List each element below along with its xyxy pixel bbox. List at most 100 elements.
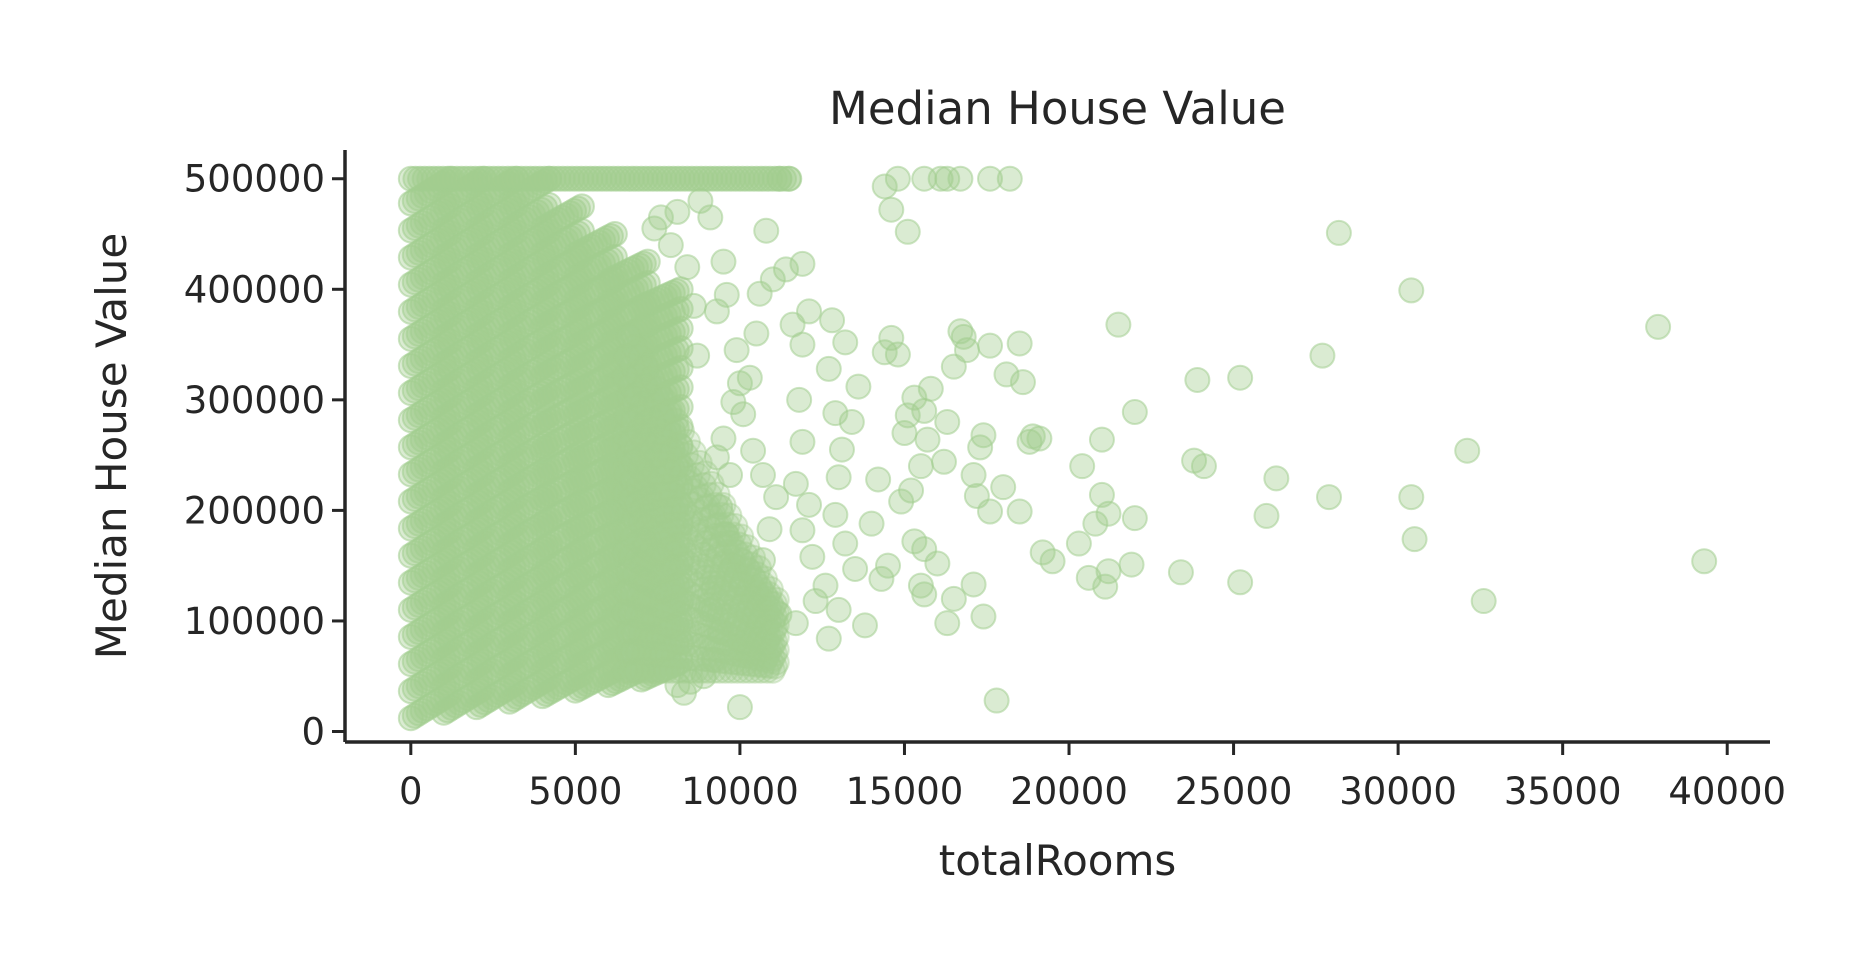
- scatter-point: [703, 444, 730, 471]
- scatter-point: [740, 437, 767, 464]
- scatter-point: [828, 436, 855, 463]
- scatter-point: [710, 248, 737, 275]
- scatter-point: [700, 574, 727, 601]
- scatter-point: [1121, 399, 1148, 426]
- y-tick-label: 400000: [184, 268, 325, 311]
- scatter-point: [838, 408, 865, 435]
- scatter-point: [891, 420, 918, 447]
- scatter-point: [888, 488, 915, 515]
- scatter-point: [996, 165, 1023, 192]
- y-tick-label: 200000: [184, 489, 325, 532]
- scatter-point: [884, 165, 911, 192]
- scatter-point: [1069, 453, 1096, 480]
- scatter-point: [670, 679, 697, 706]
- scatter-point: [782, 470, 809, 497]
- scatter-point: [1039, 548, 1066, 575]
- scatter-point: [911, 581, 938, 608]
- scatter-point: [641, 215, 668, 242]
- scatter-point: [1095, 500, 1122, 527]
- scatter-point: [1092, 573, 1119, 600]
- scatter-point: [786, 386, 813, 413]
- scatter-point: [940, 585, 967, 612]
- scatter-point: [1105, 311, 1132, 338]
- scatter-point: [730, 630, 757, 657]
- scatter-point: [911, 397, 938, 424]
- scatter-point: [766, 601, 793, 628]
- scatter-point: [802, 588, 829, 615]
- scatter-point: [947, 165, 974, 192]
- scatter-points: [397, 165, 1718, 732]
- scatter-point: [815, 355, 842, 382]
- y-tick-label: 500000: [184, 158, 325, 201]
- scatter-point: [858, 510, 885, 537]
- scatter-point: [819, 307, 846, 334]
- scatter-point: [878, 196, 905, 223]
- scatter-point: [1075, 564, 1102, 591]
- scatter-point: [934, 165, 961, 192]
- scatter-point: [1019, 423, 1046, 450]
- scatter-point: [1325, 219, 1352, 246]
- x-tick-label: 25000: [1175, 770, 1293, 813]
- scatter-point: [713, 521, 740, 548]
- scatter-point: [743, 580, 770, 607]
- scatter-point: [1227, 569, 1254, 596]
- y-axis-ticks: 0 100000 200000 300000 400000 500000: [184, 158, 345, 753]
- scatter-point: [993, 361, 1020, 388]
- scatter-point: [743, 320, 770, 347]
- scatter-point: [845, 373, 872, 400]
- scatter-point: [822, 501, 849, 528]
- scatter-point: [884, 341, 911, 368]
- scatter-point: [917, 375, 944, 402]
- scatter-point: [1082, 510, 1109, 537]
- scatter-point: [720, 552, 747, 579]
- scatter-point: [1316, 484, 1343, 511]
- scatter-point: [1253, 502, 1280, 529]
- scatter-point: [726, 694, 753, 721]
- scatter-point: [697, 596, 724, 623]
- scatter-point: [1645, 313, 1672, 340]
- scatter-point: [930, 448, 957, 475]
- scatter-point: [1006, 498, 1033, 525]
- scatter-point: [907, 453, 934, 480]
- scatter-point: [832, 530, 859, 557]
- scatter-point: [1691, 548, 1718, 575]
- scatter-point: [749, 462, 776, 489]
- scatter-point: [1227, 364, 1254, 391]
- chart-title: Median House Value: [829, 82, 1286, 135]
- scatter-point: [799, 543, 826, 570]
- scatter-point: [782, 610, 809, 637]
- scatter-point: [963, 483, 990, 510]
- scatter-point: [960, 571, 987, 598]
- scatter-point: [1118, 551, 1145, 578]
- scatter-point: [1121, 505, 1148, 532]
- scatter-point: [894, 218, 921, 245]
- x-tick-label: 20000: [1010, 770, 1128, 813]
- scatter-point: [687, 187, 714, 214]
- scatter-point: [753, 217, 780, 244]
- scatter-point-cloud: [397, 165, 802, 732]
- scatter-point: [822, 400, 849, 427]
- scatter-point: [875, 552, 902, 579]
- scatter-point: [878, 324, 905, 351]
- scatter-point: [763, 484, 790, 511]
- x-tick-label: 15000: [846, 770, 964, 813]
- scatter-point: [789, 517, 816, 544]
- scatter-point: [664, 198, 691, 225]
- scatter-point: [690, 663, 717, 690]
- scatter-point: [977, 165, 1004, 192]
- scatter-point: [720, 389, 747, 416]
- scatter-point: [977, 332, 1004, 359]
- scatter-point: [723, 337, 750, 364]
- scatter-point: [1088, 426, 1115, 453]
- scatter-point: [871, 339, 898, 366]
- scatter-point: [796, 491, 823, 518]
- scatter-point: [1454, 437, 1481, 464]
- scatter-point: [914, 426, 941, 453]
- x-tick-label: 5000: [528, 770, 622, 813]
- scatter-point: [825, 596, 852, 623]
- scatter-point: [871, 173, 898, 200]
- scatter-point: [749, 547, 776, 574]
- scatter-point: [1263, 465, 1290, 492]
- scatter-point: [756, 516, 783, 543]
